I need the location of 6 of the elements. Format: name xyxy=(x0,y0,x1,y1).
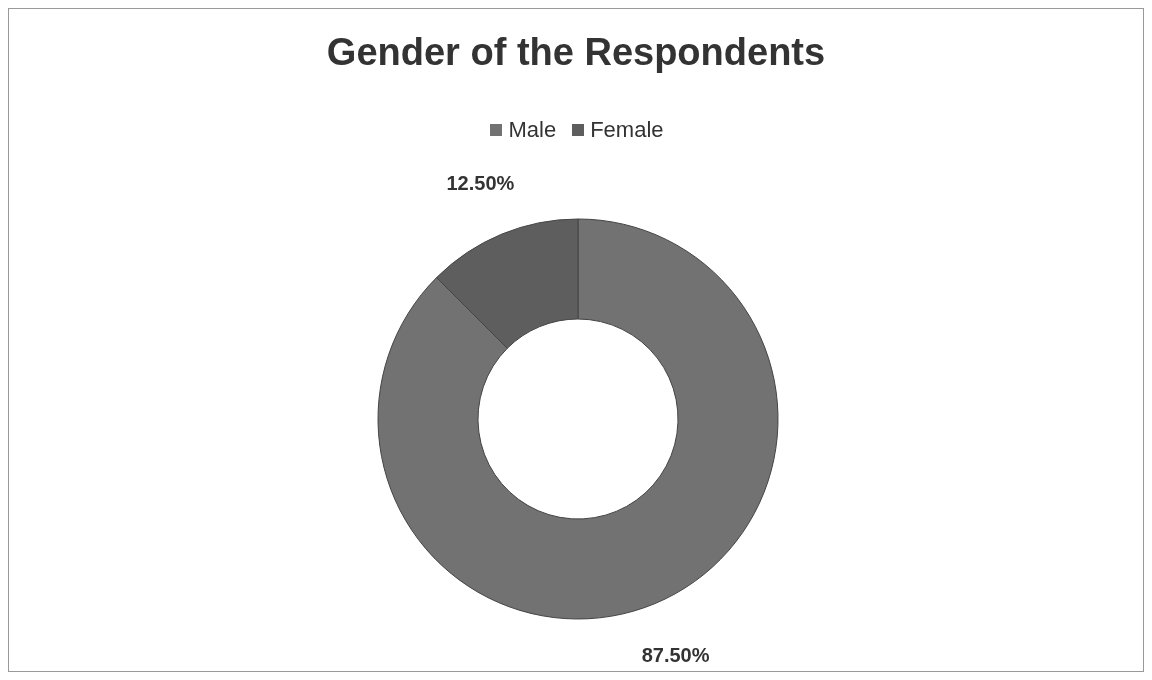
data-label: 12.50% xyxy=(446,172,515,195)
data-label: 87.50% xyxy=(641,643,710,666)
legend-label: Female xyxy=(589,117,664,143)
chart-title: Gender of the Respondents xyxy=(325,31,827,74)
donut-slice xyxy=(377,218,779,620)
legend-label: Male xyxy=(507,117,557,143)
